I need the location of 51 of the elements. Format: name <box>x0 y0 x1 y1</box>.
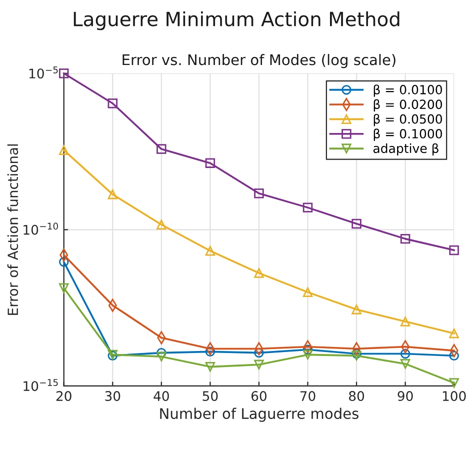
y-tick-label: 10$^{−10}$ <box>24 222 58 235</box>
legend-label: adaptive β <box>373 143 438 156</box>
point <box>58 257 69 267</box>
point <box>352 218 362 229</box>
point <box>302 287 313 298</box>
x-tick-label: 70 <box>300 391 316 402</box>
x-axis-title: Number of Laguerre modes <box>160 408 358 422</box>
point <box>254 268 264 278</box>
point <box>205 346 216 357</box>
point <box>449 245 459 256</box>
x-tick-label: 90 <box>398 391 413 402</box>
point <box>449 350 459 361</box>
point <box>156 352 166 362</box>
point <box>58 68 69 78</box>
point <box>302 344 313 355</box>
point <box>352 304 362 314</box>
point <box>205 362 216 372</box>
point <box>108 189 118 200</box>
y-axis-title: Error of Action functional <box>7 144 18 315</box>
point <box>400 348 410 359</box>
chart-title: Error vs. Number of Modes (log scale) <box>122 54 396 68</box>
point <box>205 246 216 256</box>
point <box>302 350 313 360</box>
point <box>156 144 166 154</box>
point <box>449 328 459 338</box>
legend-label: β = 0.0200 <box>374 99 442 112</box>
point <box>449 378 459 388</box>
x-tick-label: 100 <box>442 391 466 402</box>
point <box>108 98 118 108</box>
point <box>400 316 410 326</box>
x-tick-label: 30 <box>105 391 120 402</box>
x-tick-label: 50 <box>202 391 218 402</box>
legend-label: β = 0.0500 <box>374 114 442 126</box>
x-tick-label: 80 <box>349 391 364 402</box>
y-tick-label: 10$^{−5}$ <box>29 66 58 78</box>
legend-label: β = 0.0100 <box>374 84 442 97</box>
point <box>400 358 410 369</box>
legend-label: β = 0.1000 <box>374 128 442 141</box>
point <box>58 145 69 156</box>
x-tick-label: 40 <box>154 391 169 402</box>
point <box>254 188 264 198</box>
point <box>302 202 313 212</box>
point <box>58 283 69 293</box>
point <box>205 158 216 168</box>
x-tick-label: 60 <box>251 391 266 402</box>
point <box>400 234 410 244</box>
x-tick-label: 20 <box>56 391 72 402</box>
point <box>156 220 166 230</box>
y-tick-label: 10$^{−15}$ <box>24 379 58 392</box>
point <box>254 360 264 370</box>
chart-subtitle: Laguerre Minimum Action Method <box>74 11 400 30</box>
